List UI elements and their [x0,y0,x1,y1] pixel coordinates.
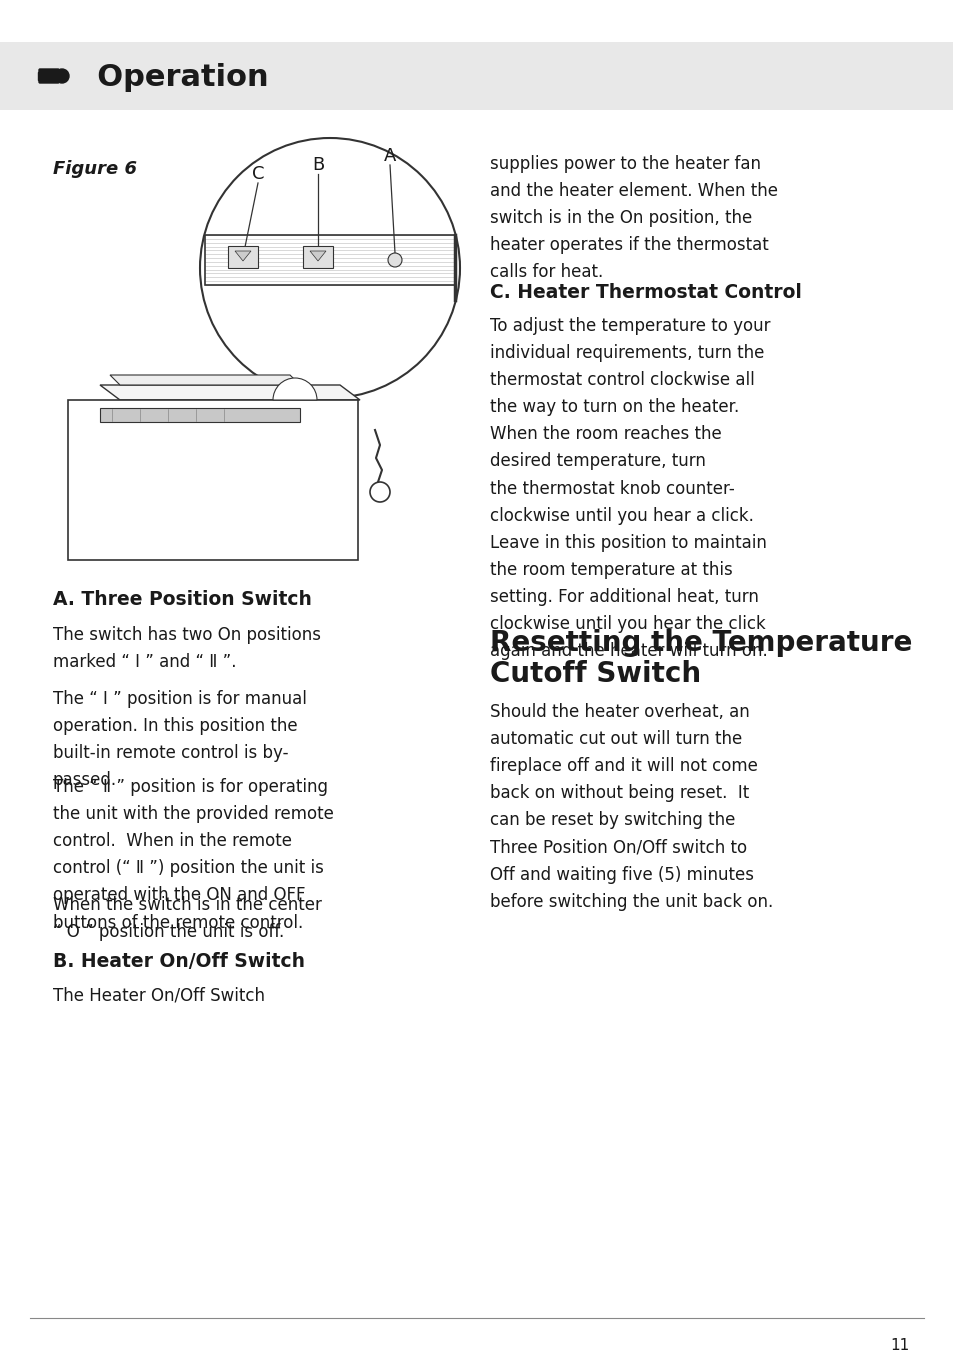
Text: 11: 11 [890,1337,909,1352]
Text: Figure 6: Figure 6 [53,159,137,178]
Circle shape [388,253,401,267]
FancyBboxPatch shape [39,69,59,83]
FancyBboxPatch shape [303,247,333,268]
Text: A: A [383,147,395,165]
Polygon shape [310,251,326,262]
Bar [100,409,299,422]
Text: C. Heater Thermostat Control: C. Heater Thermostat Control [490,283,801,302]
Text: B: B [312,157,324,174]
Text: The “ Ⅰ ” position is for manual
operation. In this position the
built-in remote: The “ Ⅰ ” position is for manual operati… [53,691,307,790]
Polygon shape [100,385,359,400]
Wedge shape [273,379,316,400]
Text: B. Heater On/Off Switch: B. Heater On/Off Switch [53,952,305,971]
Polygon shape [234,251,251,262]
Text: The “ Ⅱ ” position is for operating
the unit with the provided remote
control.  : The “ Ⅱ ” position is for operating the … [53,778,334,932]
Text: The switch has two On positions
marked “ Ⅰ ” and “ Ⅱ ”.: The switch has two On positions marked “… [53,627,320,671]
Bar [0,42,953,110]
Text: Operation: Operation [76,63,269,91]
FancyBboxPatch shape [228,247,257,268]
Polygon shape [110,375,299,385]
Circle shape [200,138,459,398]
Text: A. Three Position Switch: A. Three Position Switch [53,590,312,609]
Circle shape [370,482,390,503]
Text: supplies power to the heater fan
and the heater element. When the
switch is in t: supplies power to the heater fan and the… [490,155,778,282]
Circle shape [55,69,69,83]
FancyArrow shape [38,72,44,80]
Text: Resetting the Temperature
Cutoff Switch: Resetting the Temperature Cutoff Switch [490,629,911,688]
Text: To adjust the temperature to your
individual requirements, turn the
thermostat c: To adjust the temperature to your indivi… [490,317,770,661]
Text: Should the heater overheat, an
automatic cut out will turn the
fireplace off and: Should the heater overheat, an automatic… [490,703,773,911]
Text: The Heater On/Off Switch: The Heater On/Off Switch [53,986,265,1004]
Text: C: C [252,165,264,183]
Bar [68,400,357,560]
Text: When the switch is in the center
“ O ” position the unit is off.: When the switch is in the center “ O ” p… [53,896,321,941]
